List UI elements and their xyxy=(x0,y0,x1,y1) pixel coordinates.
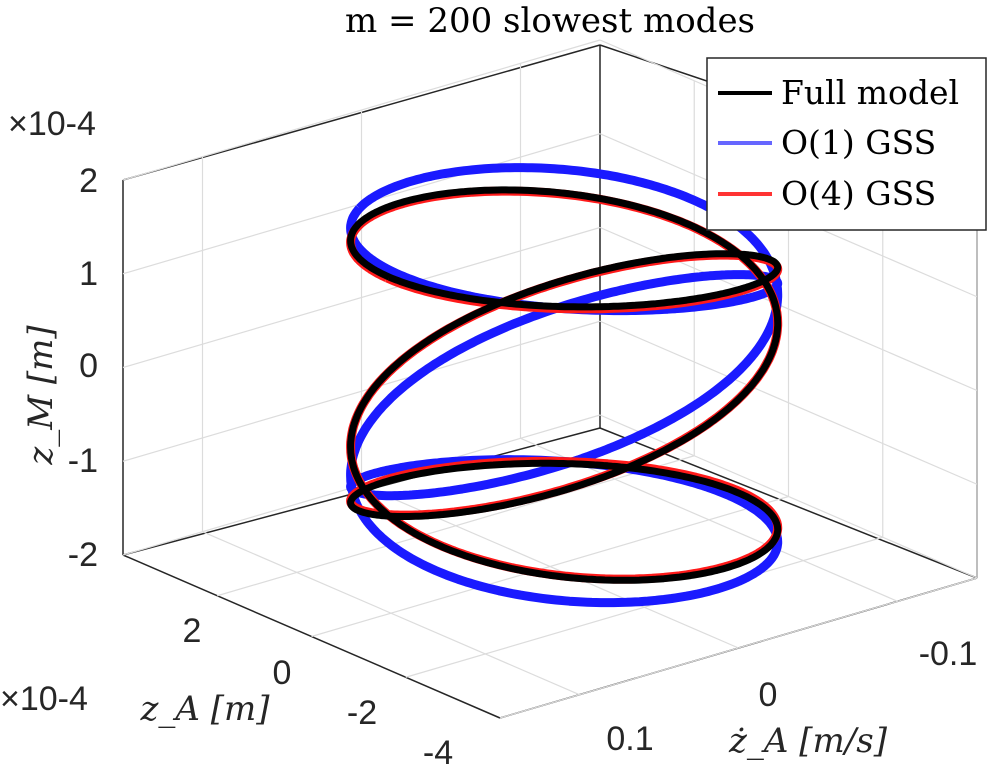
legend-label: O(4) GSS xyxy=(781,174,936,213)
y-tick-label: 2 xyxy=(183,612,202,650)
y-axis-label: z_A [m] xyxy=(139,689,270,729)
chart-title: m = 200 slowest modes xyxy=(345,1,755,41)
plot-area xyxy=(346,163,783,608)
x-axis-label: ż_A [m/s] xyxy=(728,721,888,761)
grid-line xyxy=(499,577,978,719)
z-tick-label: -2 xyxy=(68,536,98,574)
y-axis-exponent: ×10-4 xyxy=(0,680,88,718)
z-tick-label: 2 xyxy=(79,162,98,200)
z-tick-label: 0 xyxy=(79,347,98,385)
x-tick-label: -0.1 xyxy=(919,635,978,673)
z-tick-label: 1 xyxy=(79,255,98,293)
legend-label: Full model xyxy=(781,73,959,112)
x-tick-label: 0 xyxy=(759,676,778,714)
y-tick-label: -2 xyxy=(347,694,377,732)
z-axis: ×10-4 2 1 0 -1 -2 z_M [m] xyxy=(8,105,98,574)
y-tick-label: -4 xyxy=(423,734,453,772)
z-tick-label: -1 xyxy=(68,442,98,480)
z-axis-exponent: ×10-4 xyxy=(8,105,96,143)
grid xyxy=(122,39,978,719)
x-tick-label: 0.1 xyxy=(606,720,653,758)
grid-line xyxy=(217,455,695,597)
y-tick-label: 0 xyxy=(273,654,292,692)
series-line-o-4-gss xyxy=(346,186,783,584)
y-axis: ×10-4 2 0 -2 -4 z_A [m] xyxy=(0,612,453,772)
x-axis: 0.1 0 -0.1 ż_A [m/s] xyxy=(606,635,977,761)
series-line-full-model xyxy=(347,186,782,584)
legend: Full model O(1) GSS O(4) GSS xyxy=(706,57,987,231)
grid-line xyxy=(405,536,883,678)
legend-label: O(1) GSS xyxy=(781,123,936,162)
z-axis-label: z_M [m] xyxy=(21,325,61,466)
grid-line xyxy=(311,495,789,638)
